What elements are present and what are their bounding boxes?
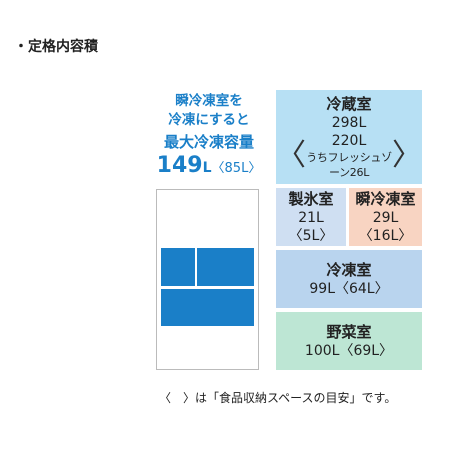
- vegetable-name: 野菜室: [326, 322, 372, 341]
- ice-drawer-block: [161, 248, 195, 286]
- ice-total: 21L: [298, 209, 324, 226]
- refrigerator-name: 冷蔵室: [326, 94, 372, 113]
- freezer-value: 99L〈64L〉: [309, 280, 389, 297]
- refrigerator-compartment: 冷蔵室 298L 〈 220L うちフレッシュゾーン26L 〉: [276, 90, 422, 184]
- refrigerator-storage-group: 〈 220L うちフレッシュゾーン26L 〉: [276, 132, 422, 180]
- freezer-name: 冷凍室: [326, 260, 372, 279]
- freezer-compartment: 冷凍室 99L〈64L〉: [276, 250, 422, 308]
- flash-freezer-compartment: 瞬冷凍室 29L 〈16L〉: [349, 188, 422, 246]
- note-line-3: 最大冷凍容量: [163, 133, 254, 151]
- flash-freezer-drawer-block: [197, 248, 254, 286]
- refrigerator-storage: 220L: [331, 132, 367, 149]
- freezer-drawer-block: [161, 289, 254, 326]
- fridge-diagram: [156, 189, 259, 370]
- vegetable-value: 100L〈69L〉: [304, 342, 394, 359]
- capacity-unit: L: [202, 160, 212, 176]
- ice-storage: 〈5L〉: [288, 227, 334, 244]
- flash-freezer-total: 29L: [372, 209, 399, 226]
- flash-freezer-storage: 〈16L〉: [358, 227, 413, 244]
- storage-footnote: 〈 〉は「食品収納スペースの目安」です。: [159, 391, 397, 405]
- capacity-number: 149: [156, 153, 203, 178]
- fresh-zone-volume: うちフレッシュゾーン26L: [306, 150, 392, 179]
- note-line-2: 冷凍にすると: [168, 112, 250, 128]
- note-line-1: 瞬冷凍室を: [175, 93, 243, 109]
- section-heading: ・定格内容積: [14, 39, 98, 55]
- capacity-storage: 〈85L〉: [211, 161, 262, 176]
- vegetable-compartment: 野菜室 100L〈69L〉: [276, 312, 422, 370]
- ice-name: 製氷室: [288, 189, 334, 208]
- bracket-left: 〈: [276, 137, 306, 173]
- bracket-right: 〉: [392, 137, 422, 173]
- max-freezer-capacity-note: 瞬冷凍室を 冷凍にすると 最大冷凍容量 149L〈85L〉: [150, 92, 268, 182]
- ice-compartment: 製氷室 21L 〈5L〉: [276, 188, 346, 246]
- max-capacity-value: 149L〈85L〉: [150, 153, 268, 182]
- refrigerator-total: 298L: [331, 114, 367, 131]
- flash-freezer-name: 瞬冷凍室: [355, 189, 416, 208]
